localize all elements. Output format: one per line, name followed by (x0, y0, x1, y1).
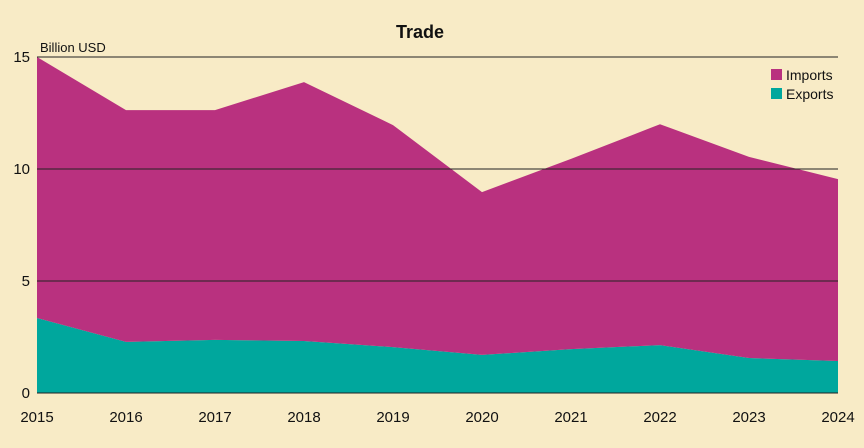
legend-swatch-imports (771, 69, 782, 80)
x-tick-label: 2019 (376, 409, 409, 426)
x-tick-label: 2016 (109, 409, 142, 426)
x-tick-label: 2024 (821, 409, 854, 426)
x-tick-label: 2022 (643, 409, 676, 426)
y-tick-label: 0 (22, 385, 30, 402)
legend-label-exports: Exports (786, 86, 833, 102)
area-exports (37, 317, 838, 393)
x-axis: 2015 2016 2017 2018 2019 2020 2021 2022 2023 2024 (20, 409, 854, 426)
x-tick-label: 2021 (554, 409, 587, 426)
legend-swatch-exports (771, 88, 782, 99)
x-tick-label: 2023 (732, 409, 765, 426)
areas (37, 57, 838, 393)
chart-title: Trade (396, 22, 444, 42)
y-tick-label: 5 (22, 273, 30, 290)
legend: Imports Exports (771, 67, 833, 102)
x-tick-label: 2017 (198, 409, 231, 426)
y-axis-label: Billion USD (40, 40, 106, 55)
y-tick-label: 15 (13, 49, 30, 66)
y-axis: 0 5 10 15 (13, 49, 30, 402)
legend-label-imports: Imports (786, 67, 833, 83)
gridlines (37, 56, 838, 394)
area-imports (37, 57, 838, 361)
y-tick-label: 10 (13, 161, 30, 178)
x-tick-label: 2015 (20, 409, 53, 426)
x-tick-label: 2018 (287, 409, 320, 426)
x-tick-label: 2020 (465, 409, 498, 426)
